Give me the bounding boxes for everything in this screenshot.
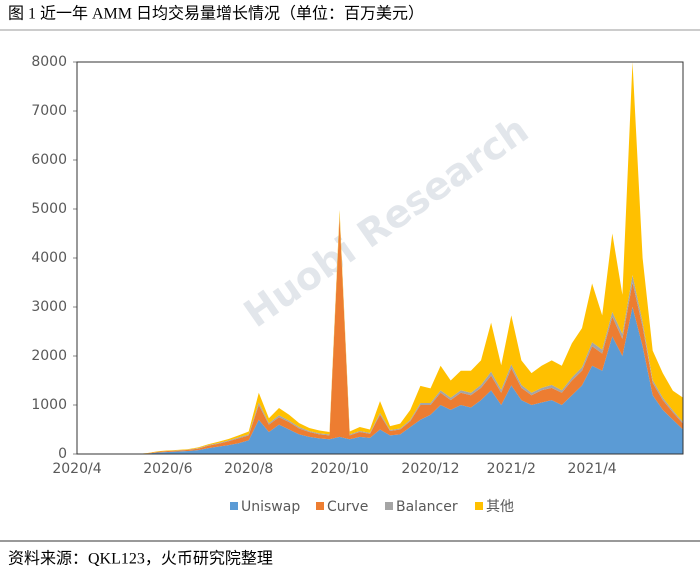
- area: [77, 307, 683, 454]
- x-tick-label: 2020/4: [52, 461, 101, 477]
- legend-label: Curve: [327, 499, 368, 515]
- y-tick-label: 8000: [31, 54, 67, 70]
- plot-border: [76, 61, 684, 455]
- x-tick-label: 2020/6: [143, 461, 192, 477]
- x-tick-label: 2021/2: [487, 461, 536, 477]
- x-tick-label: 2020/10: [311, 461, 369, 477]
- y-tick-label: 3000: [31, 299, 67, 315]
- x-tick-label: 2021/4: [567, 461, 616, 477]
- y-tick-label: 1000: [31, 397, 67, 413]
- area: [77, 214, 683, 454]
- y-tick-label: 4000: [31, 250, 67, 266]
- source: 资料来源：QKL123，火币研究院整理: [8, 550, 273, 568]
- y-tick-label: 6000: [31, 152, 67, 168]
- y-tick-label: 5000: [31, 201, 67, 217]
- legend-swatch: [385, 502, 393, 510]
- legend-label: Balancer: [396, 499, 458, 515]
- chart-title: 图 1 近一年 AMM 日均交易量增长情况（单位：百万美元）: [8, 5, 424, 23]
- legend-swatch: [475, 502, 483, 510]
- legend-label: Uniswap: [241, 499, 300, 515]
- y-tick-label: 7000: [31, 103, 67, 119]
- x-tick-label: 2020/8: [224, 461, 273, 477]
- legend-swatch: [230, 502, 238, 510]
- legend-label: 其他: [486, 499, 514, 515]
- x-tick-label: 2020/12: [401, 461, 459, 477]
- legend-swatch: [316, 502, 324, 510]
- y-tick-label: 0: [58, 446, 67, 462]
- y-tick-label: 2000: [31, 348, 67, 364]
